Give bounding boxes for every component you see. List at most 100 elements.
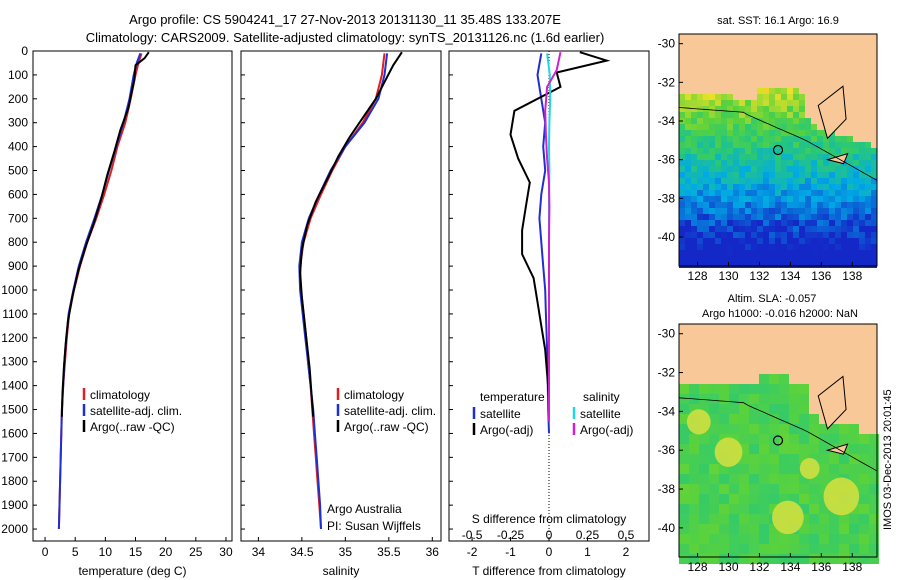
map-cell xyxy=(709,190,715,196)
map-cell xyxy=(835,208,841,214)
map-cell xyxy=(859,434,869,444)
map-cell xyxy=(781,178,787,184)
map-cell xyxy=(817,232,823,238)
y-tick-label: 1400 xyxy=(1,379,28,393)
map-cell xyxy=(823,184,829,190)
map-cell xyxy=(787,202,793,208)
map-cell xyxy=(829,238,835,244)
map-cell xyxy=(715,220,721,226)
y-tick-label: 1000 xyxy=(1,283,28,297)
map-cell xyxy=(745,202,751,208)
map-cell xyxy=(809,554,819,564)
map-cell xyxy=(775,184,781,190)
map-cell xyxy=(793,214,799,220)
map-cell xyxy=(757,220,763,226)
map-cell xyxy=(869,514,879,524)
map-cell xyxy=(853,232,859,238)
map-cell xyxy=(823,178,829,184)
map-cell xyxy=(787,214,793,220)
map-cell xyxy=(839,554,849,564)
legend-label: Argo(..raw -QC) xyxy=(90,420,175,434)
map-cell xyxy=(721,184,727,190)
y-tick-label: 300 xyxy=(8,116,28,130)
map-cell xyxy=(817,148,823,154)
map-cell xyxy=(745,100,751,106)
map-cell xyxy=(739,414,749,424)
map-cell xyxy=(727,178,733,184)
map-cell xyxy=(721,250,727,256)
map-cell xyxy=(835,184,841,190)
x-tick-label: 15 xyxy=(129,545,143,559)
map-cell xyxy=(757,136,763,142)
map-cell xyxy=(865,142,871,148)
map-cell xyxy=(769,494,779,504)
map-cell xyxy=(829,160,835,166)
map-cell xyxy=(811,238,817,244)
map-cell xyxy=(685,214,691,220)
map-cell xyxy=(829,196,835,202)
map-cell xyxy=(859,160,865,166)
map-cell xyxy=(763,88,769,94)
map-cell xyxy=(709,494,719,504)
map-cell xyxy=(703,208,709,214)
map-cell xyxy=(799,238,805,244)
map-cell xyxy=(757,112,763,118)
map-cell xyxy=(721,148,727,154)
imos-stamp: IMOS 03-Dec-2013 20:01:45 xyxy=(882,389,894,530)
map-cell xyxy=(749,534,759,544)
map-cell xyxy=(829,514,839,524)
map-cell xyxy=(739,106,745,112)
map-cell xyxy=(853,256,859,262)
map-cell xyxy=(757,226,763,232)
map-cell xyxy=(739,244,745,250)
map-cell xyxy=(799,106,805,112)
map-cell xyxy=(685,142,691,148)
map-cell xyxy=(811,136,817,142)
map-cell xyxy=(721,238,727,244)
map-cell xyxy=(839,514,849,524)
map-cell xyxy=(733,172,739,178)
map-cell xyxy=(691,100,697,106)
series-line xyxy=(509,51,611,422)
map-cell xyxy=(697,184,703,190)
map-cell xyxy=(763,232,769,238)
map-cell xyxy=(709,214,715,220)
map-cell xyxy=(829,184,835,190)
title-line-1: Argo profile: CS 5904241_17 27-Nov-2013 … xyxy=(129,12,561,27)
map-cell xyxy=(709,238,715,244)
map-cell xyxy=(719,544,729,554)
map-cell xyxy=(691,208,697,214)
map-cell xyxy=(809,494,819,504)
map-cell xyxy=(745,256,751,262)
map-cell xyxy=(733,202,739,208)
map-cell xyxy=(809,544,819,554)
map-cell xyxy=(745,172,751,178)
map-cell xyxy=(703,244,709,250)
map-cell xyxy=(733,232,739,238)
map-cell xyxy=(779,494,789,504)
map-cell xyxy=(697,136,703,142)
map-cell xyxy=(679,106,685,112)
map-cell xyxy=(757,172,763,178)
map-y-tick-label: -34 xyxy=(658,114,676,128)
map-y-tick-label: -38 xyxy=(658,191,676,205)
map-cell xyxy=(733,112,739,118)
map-cell xyxy=(685,118,691,124)
map-cell xyxy=(697,238,703,244)
map-cell xyxy=(699,454,709,464)
map-cell xyxy=(769,214,775,220)
map-cell xyxy=(817,208,823,214)
map-cell xyxy=(787,100,793,106)
map-cell xyxy=(745,160,751,166)
x-tick-label: 34 xyxy=(252,545,266,559)
map-cell xyxy=(805,238,811,244)
map-cell xyxy=(739,172,745,178)
map-cell xyxy=(739,142,745,148)
map-cell xyxy=(847,202,853,208)
map-cell xyxy=(721,94,727,100)
temperature-panel: 0 5 10 15 20 25 300100200300400500600700800900… xyxy=(1,44,233,578)
map-cell xyxy=(685,232,691,238)
map-cell xyxy=(691,178,697,184)
y-tick-label: 800 xyxy=(8,235,28,249)
map-cell xyxy=(679,544,689,554)
